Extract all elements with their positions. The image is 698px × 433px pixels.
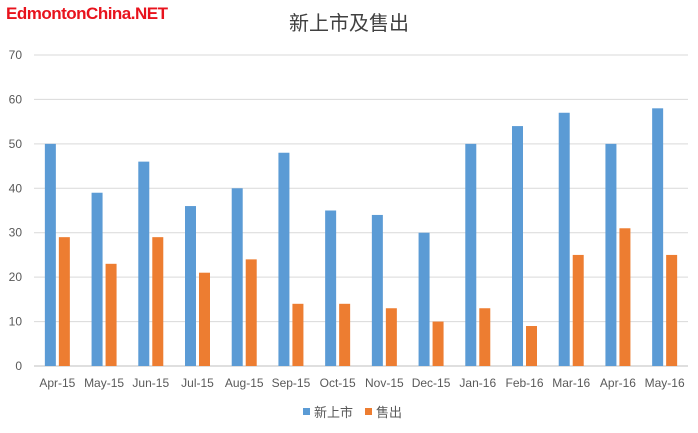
bar-sold-Apr-15 xyxy=(58,237,70,366)
bar-new-listings-Dec-15 xyxy=(418,232,430,366)
y-tick-label: 30 xyxy=(9,226,23,240)
bar-new-listings-Mar-16 xyxy=(558,112,570,366)
watermark-logo: EdmontonChina.NET xyxy=(6,4,168,23)
bar-sold-Aug-15 xyxy=(245,259,257,366)
bar-new-listings-Jan-16 xyxy=(465,143,477,366)
x-tick-label: Jun-15 xyxy=(132,376,169,390)
y-axis: 0 10 20 30 40 50 60 70 xyxy=(9,48,23,373)
bar-new-listings-Apr-15 xyxy=(44,143,56,366)
bar-sold-Apr-16 xyxy=(619,228,631,366)
bar-sold-Jan-16 xyxy=(479,308,491,366)
bar-new-listings-Jul-15 xyxy=(185,206,196,366)
bar-sold-May-15 xyxy=(105,263,117,366)
bar-sold-Dec-15 xyxy=(432,321,444,366)
bar-sold-Nov-15 xyxy=(385,308,397,366)
bar-new-listings-Oct-15 xyxy=(325,210,337,366)
x-tick-label: Mar-16 xyxy=(552,376,590,390)
x-tick-label: Jul-15 xyxy=(181,376,214,390)
x-tick-label: Feb-16 xyxy=(505,376,543,390)
bar-new-listings-Apr-16 xyxy=(605,143,617,366)
bar-new-listings-May-16 xyxy=(652,108,664,367)
bar-sold-Feb-16 xyxy=(526,326,537,366)
y-tick-label: 60 xyxy=(9,92,23,106)
bar-sold-Mar-16 xyxy=(572,254,584,366)
x-tick-label: Sep-15 xyxy=(272,376,311,390)
x-tick-label: Aug-15 xyxy=(225,376,264,390)
bar-sold-May-16 xyxy=(666,254,678,366)
x-tick-label: Apr-15 xyxy=(39,376,75,390)
bar-new-listings-May-15 xyxy=(91,192,103,366)
gridlines xyxy=(34,54,688,367)
bars xyxy=(44,108,678,367)
bar-new-listings-Aug-15 xyxy=(231,188,243,366)
x-tick-label: Apr-16 xyxy=(600,376,636,390)
y-tick-label: 10 xyxy=(9,315,23,329)
x-tick-label: Dec-15 xyxy=(412,376,451,390)
legend-swatch xyxy=(303,408,310,415)
x-tick-label: Nov-15 xyxy=(365,376,404,390)
bar-sold-Jul-15 xyxy=(199,272,210,366)
x-tick-label: May-16 xyxy=(645,376,685,390)
legend: 新上市 售出 xyxy=(303,405,402,421)
y-tick-label: 40 xyxy=(9,181,23,195)
x-tick-label: Oct-15 xyxy=(320,376,356,390)
y-tick-label: 50 xyxy=(9,137,23,151)
bar-sold-Oct-15 xyxy=(339,303,351,366)
bar-new-listings-Feb-16 xyxy=(512,126,523,366)
legend-swatch xyxy=(365,408,372,415)
x-axis: Apr-15 May-15 Jun-15 Jul-15 Aug-15 Sep-15 Oct-… xyxy=(39,376,685,390)
legend-label: 新上市 xyxy=(314,405,353,421)
bar-sold-Sep-15 xyxy=(292,303,304,366)
legend-label: 售出 xyxy=(376,405,402,421)
y-tick-label: 70 xyxy=(9,48,23,62)
bar-new-listings-Sep-15 xyxy=(278,152,290,366)
bar-new-listings-Jun-15 xyxy=(138,161,150,366)
x-tick-label: May-15 xyxy=(84,376,124,390)
chart-title: 新上市及售出 xyxy=(289,11,409,35)
bar-sold-Jun-15 xyxy=(152,237,164,366)
x-tick-label: Jan-16 xyxy=(459,376,496,390)
y-tick-label: 20 xyxy=(9,270,23,284)
bar-new-listings-Nov-15 xyxy=(371,214,383,366)
y-tick-label: 0 xyxy=(15,359,22,373)
